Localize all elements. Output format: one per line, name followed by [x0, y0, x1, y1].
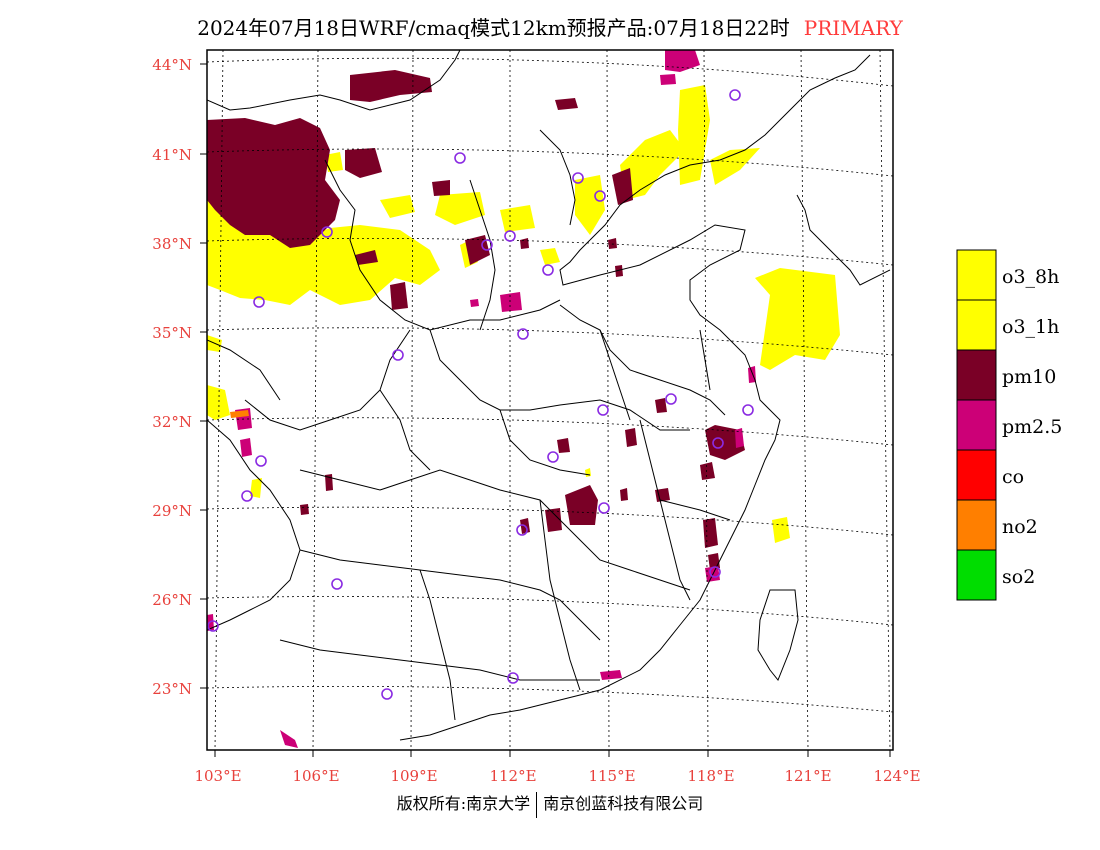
legend-swatch-pm10 [956, 349, 997, 401]
lat-label: 23°N [152, 680, 192, 698]
legend-swatch-no2 [956, 499, 997, 551]
lat-label: 41°N [152, 146, 192, 164]
lat-label: 29°N [152, 502, 192, 520]
primary-tag: PRIMARY [803, 16, 903, 40]
lat-label: 32°N [152, 413, 192, 431]
lon-label: 115°E [588, 767, 635, 785]
boundaries [207, 50, 891, 741]
map-frame [206, 49, 894, 751]
legend-label-so2: so2 [1002, 566, 1035, 588]
copyright-footer: 版权所有:南京大学 南京创蓝科技有限公司 [0, 790, 1100, 818]
lon-ticks [214, 750, 891, 757]
lon-label: 124°E [873, 767, 920, 785]
map-title: 2024年07月18日WRF/cmaq模式12km预报产品:07月18日22时 P… [0, 12, 1100, 41]
copyright-right: 南京创蓝科技有限公司 [543, 794, 704, 813]
map-area [207, 50, 893, 750]
legend-swatch-so2 [956, 549, 997, 601]
legend-swatch-co [956, 449, 997, 501]
station-markers [207, 89, 754, 700]
lon-label: 109°E [390, 767, 437, 785]
pm10-overlay [207, 70, 745, 570]
legend-label-pm25: pm2.5 [1002, 416, 1062, 438]
lon-label: 121°E [784, 767, 831, 785]
legend-swatch-o3-8h [956, 249, 997, 301]
lat-label: 26°N [152, 591, 192, 609]
lon-labels: 103°E 106°E 109°E 112°E 115°E 118°E 121°… [194, 767, 920, 785]
lat-label: 38°N [152, 235, 192, 253]
no2-overlay [230, 410, 249, 418]
legend-swatch-pm25 [956, 399, 997, 451]
lat-ticks [200, 63, 207, 689]
footer-divider [536, 791, 538, 818]
legend-label-no2: no2 [1002, 516, 1038, 538]
legend-label-o3-1h: o3_1h [1002, 316, 1059, 338]
title-text: 2024年07月18日WRF/cmaq模式12km预报产品:07月18日22时 [197, 16, 790, 40]
legend-swatch-o3-1h [956, 299, 997, 351]
copyright-left: 版权所有:南京大学 [396, 794, 531, 813]
lat-label: 35°N [152, 324, 192, 342]
lon-label: 106°E [292, 767, 339, 785]
legend-label-o3-8h: o3_8h [1002, 266, 1059, 288]
legend-label-co: co [1002, 466, 1024, 488]
lat-label: 44°N [152, 56, 192, 74]
legend-label-pm10: pm10 [1002, 366, 1056, 388]
lon-label: 112°E [489, 767, 536, 785]
lon-label: 118°E [687, 767, 734, 785]
legend: o3_8h o3_1h pm10 pm2.5 co no2 so2 [956, 249, 1062, 601]
graticule [207, 50, 893, 750]
lat-labels: 44°N 41°N 38°N 35°N 32°N 29°N 26°N 23°N [152, 56, 192, 698]
lon-label: 103°E [194, 767, 241, 785]
